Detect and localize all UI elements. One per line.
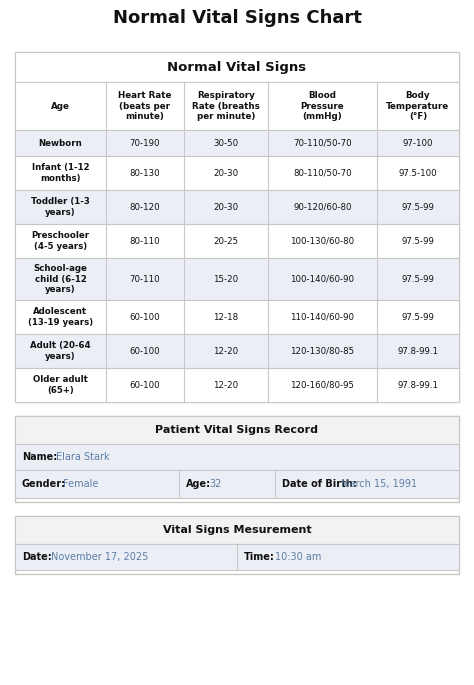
Text: Normal Vital Signs: Normal Vital Signs bbox=[167, 60, 307, 73]
Text: 70-190: 70-190 bbox=[129, 138, 160, 147]
Text: Respiratory
Rate (breaths
per minute): Respiratory Rate (breaths per minute) bbox=[192, 91, 260, 121]
Bar bbox=[15, 368, 459, 402]
Text: Adolescent
(13-19 years): Adolescent (13-19 years) bbox=[28, 308, 93, 327]
Text: 60-100: 60-100 bbox=[129, 312, 160, 321]
Text: Body
Temperature
(°F): Body Temperature (°F) bbox=[386, 91, 449, 121]
Text: 10:30 am: 10:30 am bbox=[275, 552, 321, 562]
Text: 30-50: 30-50 bbox=[213, 138, 238, 147]
Text: 12-20: 12-20 bbox=[213, 380, 238, 390]
Text: 15-20: 15-20 bbox=[213, 275, 238, 284]
Bar bbox=[15, 334, 459, 368]
Bar bbox=[15, 52, 459, 402]
Text: Age:: Age: bbox=[186, 479, 211, 489]
Bar bbox=[15, 52, 459, 82]
Bar bbox=[15, 258, 459, 300]
Text: Normal Vital Signs Chart: Normal Vital Signs Chart bbox=[112, 9, 362, 27]
Text: 12-18: 12-18 bbox=[213, 312, 238, 321]
Text: 12-20: 12-20 bbox=[213, 347, 238, 356]
Text: 100-140/60-90: 100-140/60-90 bbox=[291, 275, 355, 284]
Text: Toddler (1-3
years): Toddler (1-3 years) bbox=[31, 197, 90, 216]
Text: Name:: Name: bbox=[22, 452, 57, 462]
Text: 60-100: 60-100 bbox=[129, 347, 160, 356]
Text: Newborn: Newborn bbox=[39, 138, 82, 147]
Bar bbox=[15, 82, 459, 130]
Text: 100-130/60-80: 100-130/60-80 bbox=[291, 236, 355, 245]
Text: 97.5-99: 97.5-99 bbox=[401, 203, 434, 212]
Text: 80-110: 80-110 bbox=[129, 236, 160, 245]
Text: Time:: Time: bbox=[244, 552, 275, 562]
Text: Date:: Date: bbox=[22, 552, 52, 562]
Text: 97.5-99: 97.5-99 bbox=[401, 275, 434, 284]
Text: Elara Stark: Elara Stark bbox=[56, 452, 109, 462]
Bar bbox=[15, 190, 459, 224]
Text: 80-110/50-70: 80-110/50-70 bbox=[293, 169, 352, 177]
Bar bbox=[15, 444, 459, 470]
Text: March 15, 1991: March 15, 1991 bbox=[341, 479, 417, 489]
Bar bbox=[15, 516, 459, 544]
Bar bbox=[15, 156, 459, 190]
Text: School-age
child (6-12
years): School-age child (6-12 years) bbox=[34, 264, 87, 294]
Text: Older adult
(65+): Older adult (65+) bbox=[33, 375, 88, 395]
Text: November 17, 2025: November 17, 2025 bbox=[51, 552, 148, 562]
Text: 97.5-100: 97.5-100 bbox=[399, 169, 437, 177]
Bar bbox=[15, 470, 459, 498]
Text: 60-100: 60-100 bbox=[129, 380, 160, 390]
Text: Blood
Pressure
(mmHg): Blood Pressure (mmHg) bbox=[301, 91, 344, 121]
Bar bbox=[15, 130, 459, 156]
Bar bbox=[15, 416, 459, 502]
Text: 20-30: 20-30 bbox=[213, 169, 238, 177]
Bar bbox=[15, 516, 459, 574]
Text: Age: Age bbox=[51, 101, 70, 110]
Text: Preschooler
(4-5 years): Preschooler (4-5 years) bbox=[31, 232, 90, 251]
Text: 20-25: 20-25 bbox=[213, 236, 238, 245]
Text: 32: 32 bbox=[210, 479, 222, 489]
Text: Heart Rate
(beats per
minute): Heart Rate (beats per minute) bbox=[118, 91, 172, 121]
Text: Patient Vital Signs Record: Patient Vital Signs Record bbox=[155, 425, 319, 435]
Text: 97.8-99.1: 97.8-99.1 bbox=[397, 347, 438, 356]
Text: 120-160/80-95: 120-160/80-95 bbox=[291, 380, 355, 390]
Text: Gender:: Gender: bbox=[22, 479, 66, 489]
Text: Female: Female bbox=[63, 479, 99, 489]
Text: 97.5-99: 97.5-99 bbox=[401, 312, 434, 321]
Text: 97.5-99: 97.5-99 bbox=[401, 236, 434, 245]
Text: 97.8-99.1: 97.8-99.1 bbox=[397, 380, 438, 390]
Bar bbox=[15, 544, 459, 570]
Bar bbox=[15, 416, 459, 444]
Text: 70-110/50-70: 70-110/50-70 bbox=[293, 138, 352, 147]
Text: Vital Signs Mesurement: Vital Signs Mesurement bbox=[163, 525, 311, 535]
Text: 20-30: 20-30 bbox=[213, 203, 238, 212]
Text: 70-110: 70-110 bbox=[129, 275, 160, 284]
Bar bbox=[15, 224, 459, 258]
Text: 80-130: 80-130 bbox=[129, 169, 160, 177]
Text: 90-120/60-80: 90-120/60-80 bbox=[293, 203, 352, 212]
Text: Date of Birth:: Date of Birth: bbox=[282, 479, 356, 489]
Text: 97-100: 97-100 bbox=[403, 138, 433, 147]
Text: Adult (20-64
years): Adult (20-64 years) bbox=[30, 341, 91, 361]
Text: 120-130/80-85: 120-130/80-85 bbox=[291, 347, 355, 356]
Bar bbox=[15, 300, 459, 334]
Text: Infant (1-12
months): Infant (1-12 months) bbox=[32, 163, 89, 183]
Text: 80-120: 80-120 bbox=[129, 203, 160, 212]
Text: 110-140/60-90: 110-140/60-90 bbox=[291, 312, 355, 321]
